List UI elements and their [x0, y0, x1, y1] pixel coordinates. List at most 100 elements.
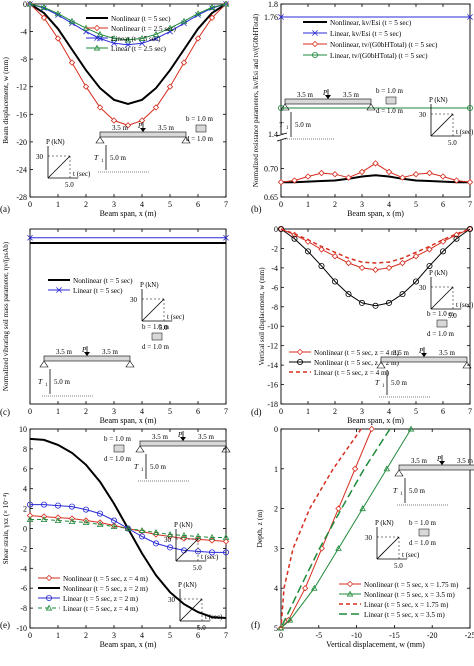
data-point-marker — [138, 527, 146, 533]
data-point-marker — [110, 523, 118, 529]
data-point-marker — [110, 35, 118, 41]
legend-label: Nonlinear (t = 2.5 sec) — [111, 25, 177, 33]
inset-t1-subscript: 1 — [382, 384, 385, 389]
legend-sample-marker — [93, 44, 101, 51]
data-point-marker — [466, 225, 473, 232]
data-point-marker — [208, 14, 216, 21]
x-tick-label: 4 — [140, 407, 144, 416]
inset-time-label: t (sec) — [205, 613, 223, 621]
x-tick-label: 7 — [224, 200, 228, 209]
series-line — [280, 428, 362, 629]
x-tick-label: 5 — [414, 200, 418, 209]
data-point-marker — [26, 501, 33, 508]
data-point-marker — [82, 83, 90, 90]
inset-right-support — [221, 445, 231, 453]
inset-load-arrowhead — [84, 352, 90, 356]
panel-label: (b) — [251, 204, 262, 214]
data-point-marker — [152, 540, 159, 547]
inset-time-value: 5.0 — [159, 324, 168, 332]
inset-b-label: b = 1.0 m — [186, 115, 213, 123]
legend-sample-marker — [45, 574, 53, 582]
inset-load-ramp — [430, 113, 454, 137]
y-tick-label: 8 — [23, 445, 27, 454]
x-axis-label: Beam span, x (m) — [347, 416, 404, 425]
inset-load-value: 30 — [36, 153, 44, 161]
data-point-marker — [385, 168, 393, 176]
legend-label: Linear (t = 5 sec, z = 4 m) — [314, 369, 390, 377]
data-point-marker — [138, 533, 145, 540]
inset-span-b: 3.5 m — [343, 91, 360, 99]
data-point-marker — [277, 624, 285, 631]
x-tick-label: -10 — [351, 631, 362, 640]
y-tick-label: 5 — [274, 624, 278, 633]
y-tick-label: 0 — [274, 425, 278, 434]
data-point-marker — [466, 179, 474, 186]
data-point-marker — [152, 529, 160, 535]
y-tick-label: -6 — [271, 283, 278, 292]
inset-time-label: t (sec) — [402, 551, 420, 559]
data-point-marker — [222, 549, 229, 556]
data-point-marker — [331, 253, 339, 260]
data-point-marker — [286, 616, 294, 623]
inset-span-b: 3.5 m — [158, 124, 175, 132]
series-line — [280, 228, 471, 307]
x-tick-label: -25 — [465, 631, 474, 640]
inset-b-label: b = 1.0 m — [142, 323, 169, 331]
inset-span-a: 3.5 m — [297, 91, 314, 99]
data-point-marker — [55, 502, 62, 509]
data-point-marker — [222, 534, 230, 540]
inset-load-value: 30 — [130, 296, 138, 304]
data-point-marker — [412, 278, 419, 285]
y-tick-label: 1 — [274, 465, 278, 474]
data-point-marker — [166, 531, 174, 537]
legend-sample-marker — [311, 40, 319, 48]
data-point-marker — [291, 235, 298, 242]
inset-load-value: 30 — [164, 536, 172, 544]
data-point-marker — [68, 518, 76, 525]
x-tick-label: 0 — [28, 631, 32, 640]
data-point-marker — [111, 40, 117, 47]
panel-label: (d) — [251, 407, 262, 417]
y-tick-label: 1.76 — [264, 13, 278, 22]
y-tick-label: 1.4 — [268, 130, 278, 139]
x-tick-label: 6 — [196, 631, 200, 640]
x-tick-label: 1 — [56, 631, 60, 640]
x-tick-label: 0 — [28, 407, 32, 416]
inset-right-support — [181, 136, 191, 144]
data-point-marker — [304, 173, 312, 180]
x-tick-label: 7 — [224, 631, 228, 640]
series-line — [29, 3, 227, 105]
x-tick-label: -15 — [389, 631, 400, 640]
data-point-marker — [82, 519, 90, 526]
inset-b-label: b = 1.0 m — [427, 310, 454, 318]
y-axis-label: Normalized vibrating soil mass parameter… — [2, 241, 10, 391]
y-axis-label: Shear strain, γxz (× 10⁻⁴) — [2, 492, 10, 564]
data-point-marker — [96, 30, 104, 37]
data-point-marker — [180, 17, 188, 24]
legend-sample-marker — [312, 30, 318, 36]
inset-beam — [284, 98, 372, 105]
x-tick-label: 5 — [168, 631, 172, 640]
panel-label: (f) — [251, 620, 260, 630]
x-tick-label: 3 — [112, 407, 116, 416]
data-point-marker — [54, 10, 62, 17]
data-point-marker — [385, 264, 393, 272]
inset-t1-subscript: 1 — [45, 383, 48, 388]
legend-label: Linear (t = 5 sec, x = 3.5 m) — [364, 611, 445, 619]
data-point-marker — [208, 4, 216, 10]
data-point-marker — [124, 122, 132, 129]
inset-span-b: 3.5 m — [457, 457, 474, 465]
data-point-marker — [124, 525, 132, 531]
data-point-marker — [96, 521, 104, 527]
inset-load-label: P (kN) — [46, 138, 65, 146]
data-point-marker — [222, 538, 230, 545]
inset-t1-subscript: 1 — [400, 492, 403, 497]
inset-load-value: 30 — [168, 596, 176, 604]
inset-time-value: 5.0 — [193, 564, 202, 572]
legend-label: Nonlinear (t = 5 sec, x = 3.5 m) — [364, 591, 455, 599]
data-point-marker — [304, 248, 311, 255]
inset-b-label: b = 1.0 m — [409, 519, 436, 527]
y-tick-label: -2 — [271, 244, 278, 253]
data-point-marker — [359, 505, 366, 512]
